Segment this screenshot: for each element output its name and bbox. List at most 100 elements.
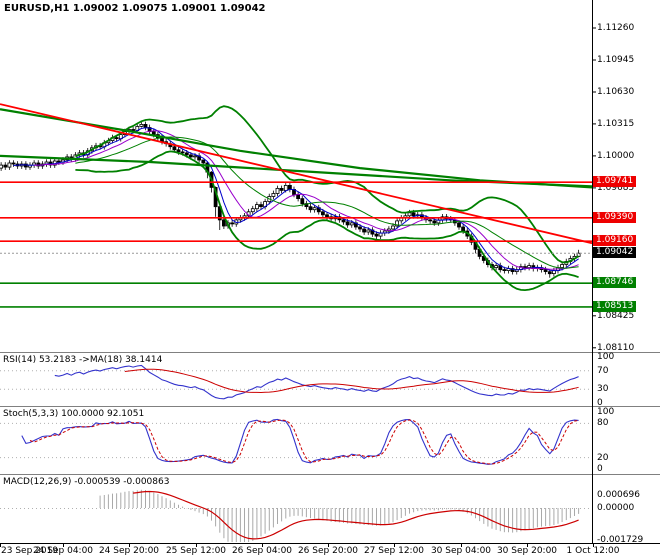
- candle-body: [254, 204, 259, 210]
- candle-body: [139, 124, 144, 127]
- candle-body: [345, 221, 350, 226]
- stoch-d-line: [29, 419, 579, 465]
- candle-body: [176, 149, 181, 153]
- candle-body: [461, 226, 466, 232]
- candle-body: [374, 233, 379, 237]
- time-tick-label: 24 Sep 04:00: [32, 546, 94, 556]
- candle-body: [349, 222, 354, 226]
- current-price-label: 1.09042: [593, 247, 637, 258]
- price-tick-label: 1.08425: [597, 311, 635, 321]
- bollinger-middle-band: [75, 136, 579, 269]
- candle-body: [320, 211, 325, 216]
- ma-mid-line: [34, 130, 579, 270]
- macd-scale-label: -0.001729: [597, 535, 644, 545]
- candle-body: [391, 225, 395, 230]
- candle-body: [279, 187, 284, 191]
- price-tick-label: 1.10945: [597, 55, 635, 65]
- candle-body: [407, 212, 412, 217]
- candle-body: [143, 124, 148, 128]
- price-tick-label: 1.10000: [597, 151, 635, 161]
- candle-body: [502, 269, 507, 272]
- resistance-level-label: 1.09390: [593, 212, 637, 223]
- candle-body: [411, 212, 416, 217]
- time-tick-label: 26 Sep 04:00: [231, 546, 293, 556]
- price-tick-label: 1.10315: [597, 119, 635, 129]
- candle-body: [494, 265, 499, 269]
- candle-body: [358, 226, 362, 230]
- macd-scale-label: 0.00000: [597, 503, 635, 513]
- candle-body: [151, 131, 156, 136]
- candle-body: [510, 268, 515, 273]
- candle-body: [527, 265, 531, 269]
- candle-body: [300, 198, 305, 205]
- rsi-scale-label: 0: [597, 398, 603, 408]
- candle-body: [259, 204, 263, 208]
- ma-fast-line: [13, 127, 579, 272]
- candle-body: [250, 208, 255, 213]
- candle-body: [3, 164, 8, 168]
- candle-body: [221, 219, 226, 227]
- candle-body: [193, 155, 197, 158]
- stoch-scale-label: 80: [597, 418, 609, 428]
- stoch-indicator-label: Stoch(5,3,3) 100.0000 92.1051: [3, 409, 145, 419]
- candle-body: [7, 162, 12, 168]
- candle-body: [283, 184, 288, 191]
- candle-body: [543, 269, 548, 273]
- candle-body: [230, 222, 235, 225]
- price-tick-label: 1.09685: [597, 183, 635, 193]
- time-tick-label: 1 Oct 12:00: [566, 546, 620, 556]
- price-tick-label: 1.10630: [597, 87, 635, 97]
- time-tick-label: 30 Sep 04:00: [430, 546, 492, 556]
- candle-body: [547, 271, 552, 275]
- main-chart-layer: [0, 103, 592, 308]
- macd-scale-label: 0.000696: [597, 490, 640, 500]
- candle-body: [172, 146, 177, 151]
- bollinger-upper-band: [75, 105, 580, 264]
- stoch-scale-label: 20: [597, 453, 609, 463]
- candle-body: [457, 222, 461, 228]
- candle-body: [308, 206, 313, 211]
- stoch-scale-label: 100: [597, 407, 615, 417]
- rsi-ma-line: [124, 368, 579, 394]
- stoch-scale-label: 0: [597, 464, 603, 474]
- candle-body: [180, 151, 185, 154]
- candle-body: [287, 184, 292, 190]
- support-level-label: 1.08746: [593, 277, 637, 288]
- time-tick-label: 23 Sep 2019: [1, 546, 59, 556]
- time-tick-label: 24 Sep 20:00: [98, 546, 160, 556]
- price-tick-label: 1.11260: [597, 23, 635, 33]
- rsi-line: [54, 364, 579, 400]
- bollinger-lower-band: [75, 150, 579, 292]
- candle-body: [560, 264, 564, 268]
- candle-body: [428, 219, 433, 222]
- chart-title: EURUSD,H1 1.09002 1.09075 1.09001 1.0904…: [4, 3, 266, 14]
- candle-body: [325, 214, 329, 218]
- green-trend-ma-line[interactable]: [0, 108, 592, 189]
- macd-panel-layer: [99, 489, 580, 542]
- candle-body: [201, 159, 206, 164]
- candle-body: [188, 154, 193, 158]
- candle-body: [131, 129, 136, 131]
- rsi-indicator-label: RSI(14) 53.2183 ->MA(18) 38.1414: [3, 355, 163, 365]
- resistance-level-label: 1.09160: [593, 235, 637, 246]
- time-tick-label: 26 Sep 20:00: [297, 546, 359, 556]
- rsi-scale-label: 70: [597, 366, 609, 376]
- rsi-panel-layer: [54, 364, 579, 400]
- time-tick-label: 30 Sep 20:00: [496, 546, 558, 556]
- candle-body: [114, 137, 119, 140]
- candle-body: [362, 228, 367, 233]
- resistance-level-label: 1.09741: [593, 176, 637, 187]
- red-descending-trendline[interactable]: [0, 103, 592, 245]
- macd-indicator-label: MACD(12,26,9) -0.000539 -0.000863: [3, 477, 170, 487]
- candle-body: [184, 152, 189, 156]
- candle-body: [275, 187, 280, 194]
- candle-body: [11, 162, 16, 165]
- candle-body: [432, 220, 437, 224]
- candle-body: [271, 193, 276, 197]
- support-level-label: 1.08513: [593, 301, 637, 312]
- macd-signal-line: [133, 490, 579, 540]
- stoch-panel-layer: [21, 418, 579, 465]
- time-tick-label: 27 Sep 12:00: [363, 546, 425, 556]
